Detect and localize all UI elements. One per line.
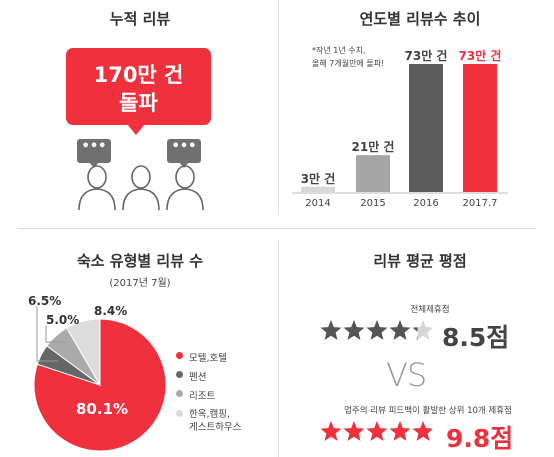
star-icon-empty	[412, 320, 434, 340]
x-tick-label: 2016	[413, 198, 439, 209]
star-icon	[343, 320, 365, 340]
type-chart-subtitle: (2017년 7월)	[109, 278, 171, 289]
bar-2015	[356, 155, 390, 192]
person-icon	[166, 165, 204, 211]
bar-2017.7	[463, 64, 497, 192]
bar-value-label: 73만 건	[458, 49, 502, 63]
pie-slice-0	[33, 318, 167, 452]
star-icon	[320, 320, 342, 340]
legend-item-resort: 리조트	[176, 388, 215, 402]
star-icon	[389, 320, 411, 340]
x-tick-label: 2015	[360, 198, 386, 209]
legend-label: 펜션	[189, 372, 207, 383]
top-partners-score: 9.8점	[446, 424, 514, 453]
chat-bubble-icon: •••	[77, 139, 111, 168]
type-chart-title: 숙소 유형별 리뷰 수	[76, 252, 204, 270]
star-icon	[366, 320, 388, 340]
cumulative-count: 170만 건	[93, 63, 184, 87]
chat-bubble-icon: •••	[167, 139, 201, 168]
person-icon	[78, 165, 116, 211]
top-partners-star-rating	[320, 421, 434, 441]
people-icon-group	[78, 165, 204, 211]
pie-label-other: 8.4%	[94, 304, 128, 318]
all-partners-star-rating	[320, 320, 434, 340]
legend-dot	[176, 352, 183, 359]
pie-label-pension: 5.0%	[46, 313, 80, 327]
bar-2014	[301, 186, 335, 192]
star-icon	[366, 421, 388, 441]
star-icon	[412, 327, 418, 340]
legend-item-other: 한옥,캠핑, 게스트하우스	[176, 408, 241, 434]
yearly-bar-chart	[292, 64, 508, 194]
leader-line-resort	[36, 306, 58, 362]
divider-vertical-bottom	[278, 240, 279, 457]
divider-horizontal	[18, 228, 536, 229]
pie-slice-3	[66, 318, 101, 387]
star-icon	[343, 421, 365, 441]
chart-note-line: *작년 1년 수치,	[312, 46, 366, 55]
star-icon	[412, 421, 432, 441]
speech-bubble-tail	[127, 124, 145, 135]
x-tick-label: 2014	[305, 198, 331, 209]
pie-label-motel: 80.1%	[76, 400, 129, 418]
yearly-chart-title: 연도별 리뷰수 추이	[359, 10, 481, 28]
legend-dot	[176, 410, 183, 417]
top-partners-caption: 업주의 리뷰 피드백이 활발한 상위 10개 제휴점	[344, 406, 512, 416]
leader-line-pension	[45, 326, 66, 343]
x-tick-label: 2017.7	[462, 198, 498, 209]
star-icon	[389, 421, 411, 441]
speech-bubble	[66, 48, 211, 125]
legend-label: 리조트	[189, 391, 216, 402]
bar-2016	[409, 64, 443, 192]
legend-dot	[176, 390, 183, 397]
bar-value-label: 21만 건	[351, 140, 395, 155]
legend-item-pension: 펜션	[176, 369, 206, 383]
cumulative-breakthrough: 돌파	[119, 91, 158, 115]
cumulative-title: 누적 리뷰	[109, 10, 171, 28]
bar-value-label: 73만 건	[404, 49, 448, 63]
legend-label: 게스트하우스	[189, 422, 242, 433]
star-icon	[320, 421, 342, 441]
chart-note: *작년 1년 수치, 올해 7개월만에 돌파!	[312, 44, 384, 70]
rating-title: 리뷰 평균 평점	[373, 252, 467, 270]
pie-leader-lines	[36, 306, 66, 362]
chart-note-line: 올해 7개월만에 돌파!	[312, 59, 385, 68]
bar-value-label: 3만 건	[300, 171, 336, 186]
legend-label: 한옥,캠핑,	[189, 409, 230, 420]
legend-dot	[176, 371, 183, 378]
divider-vertical-top	[278, 0, 279, 215]
legend-label: 모텔,호텔	[189, 353, 227, 364]
all-partners-score: 8.5점	[442, 323, 510, 352]
all-partners-caption: 전체제휴점	[410, 305, 450, 315]
legend-item-motel: 모텔,호텔	[176, 350, 227, 364]
versus-text: VS	[386, 356, 427, 394]
person-icon	[122, 165, 160, 211]
pie-label-resort: 6.5%	[28, 294, 62, 308]
